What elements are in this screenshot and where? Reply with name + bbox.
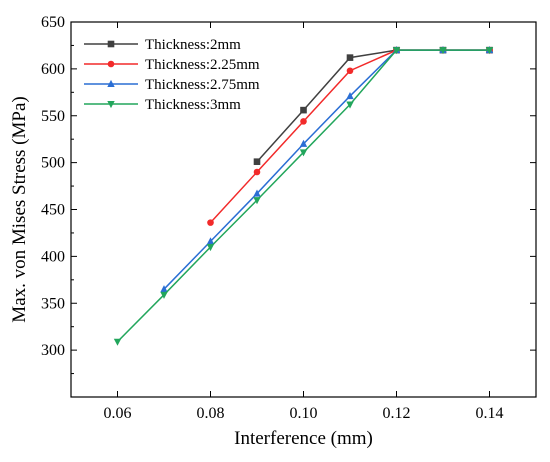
y-tick-label: 300 bbox=[41, 342, 65, 359]
data-point bbox=[206, 237, 215, 245]
x-axis-title: Interference (mm) bbox=[234, 428, 373, 449]
legend-label: Thickness:3mm bbox=[145, 97, 241, 113]
data-point bbox=[253, 189, 261, 197]
legend-marker bbox=[107, 79, 115, 87]
x-tick-label: 0.14 bbox=[476, 405, 504, 422]
data-point bbox=[346, 101, 354, 109]
y-axis-title: Max. von Mises Stress (MPa) bbox=[9, 96, 30, 322]
y-tick-label: 500 bbox=[41, 155, 65, 172]
data-point bbox=[439, 47, 447, 55]
data-point bbox=[253, 168, 261, 176]
data-point bbox=[206, 244, 215, 252]
y-tick-label: 400 bbox=[41, 248, 65, 265]
series-2 bbox=[207, 46, 493, 226]
legend-marker bbox=[107, 60, 115, 68]
data-point bbox=[253, 158, 261, 165]
data-point bbox=[346, 67, 354, 75]
data-point bbox=[346, 91, 354, 100]
data-point bbox=[160, 285, 168, 293]
x-tick-label: 0.10 bbox=[290, 405, 318, 422]
data-point bbox=[207, 219, 214, 226]
data-point bbox=[392, 47, 401, 55]
data-point bbox=[299, 149, 308, 157]
legend-marker bbox=[107, 40, 115, 48]
legend-item-1: Thickness:2mm bbox=[84, 37, 241, 53]
series-lines bbox=[113, 46, 494, 346]
data-point bbox=[299, 139, 308, 147]
x-axis-ticks: 0.06 0.08 0.10 0.12 0.14 bbox=[104, 22, 504, 422]
data-point bbox=[300, 106, 307, 114]
plot-frame bbox=[70, 21, 537, 398]
y-tick-label: 600 bbox=[41, 61, 65, 78]
legend-item-3: Thickness:2.75mm bbox=[84, 77, 260, 93]
series-1 bbox=[253, 46, 493, 165]
y-tick-label: 650 bbox=[41, 14, 65, 31]
legend: Thickness:2mm Thickness:2.25mm Thickness:2… bbox=[84, 37, 260, 113]
y-tick-label: 450 bbox=[41, 202, 65, 219]
legend-label: Thickness:2.25mm bbox=[145, 57, 260, 73]
y-tick-label: 350 bbox=[41, 295, 65, 312]
legend-label: Thickness:2.75mm bbox=[145, 77, 260, 93]
series-line bbox=[209, 49, 490, 224]
data-point bbox=[346, 54, 354, 61]
series-line bbox=[116, 49, 490, 343]
y-tick-label: 550 bbox=[41, 108, 65, 125]
data-point bbox=[253, 197, 261, 205]
legend-item-2: Thickness:2.25mm bbox=[84, 57, 260, 73]
series-line bbox=[256, 49, 490, 163]
legend-label: Thickness:2mm bbox=[145, 37, 241, 53]
data-point bbox=[160, 291, 168, 299]
x-tick-label: 0.08 bbox=[197, 405, 225, 422]
series-4 bbox=[113, 47, 494, 346]
data-point bbox=[485, 47, 494, 55]
x-tick-label: 0.06 bbox=[104, 405, 132, 422]
y-axis-ticks: 300 350 400 450 500 550 600 650 bbox=[41, 14, 536, 375]
legend-item-4: Thickness:3mm bbox=[84, 97, 241, 113]
x-tick-label: 0.12 bbox=[383, 405, 411, 422]
data-point bbox=[113, 338, 122, 346]
data-point bbox=[300, 118, 307, 125]
legend-marker bbox=[107, 101, 115, 109]
